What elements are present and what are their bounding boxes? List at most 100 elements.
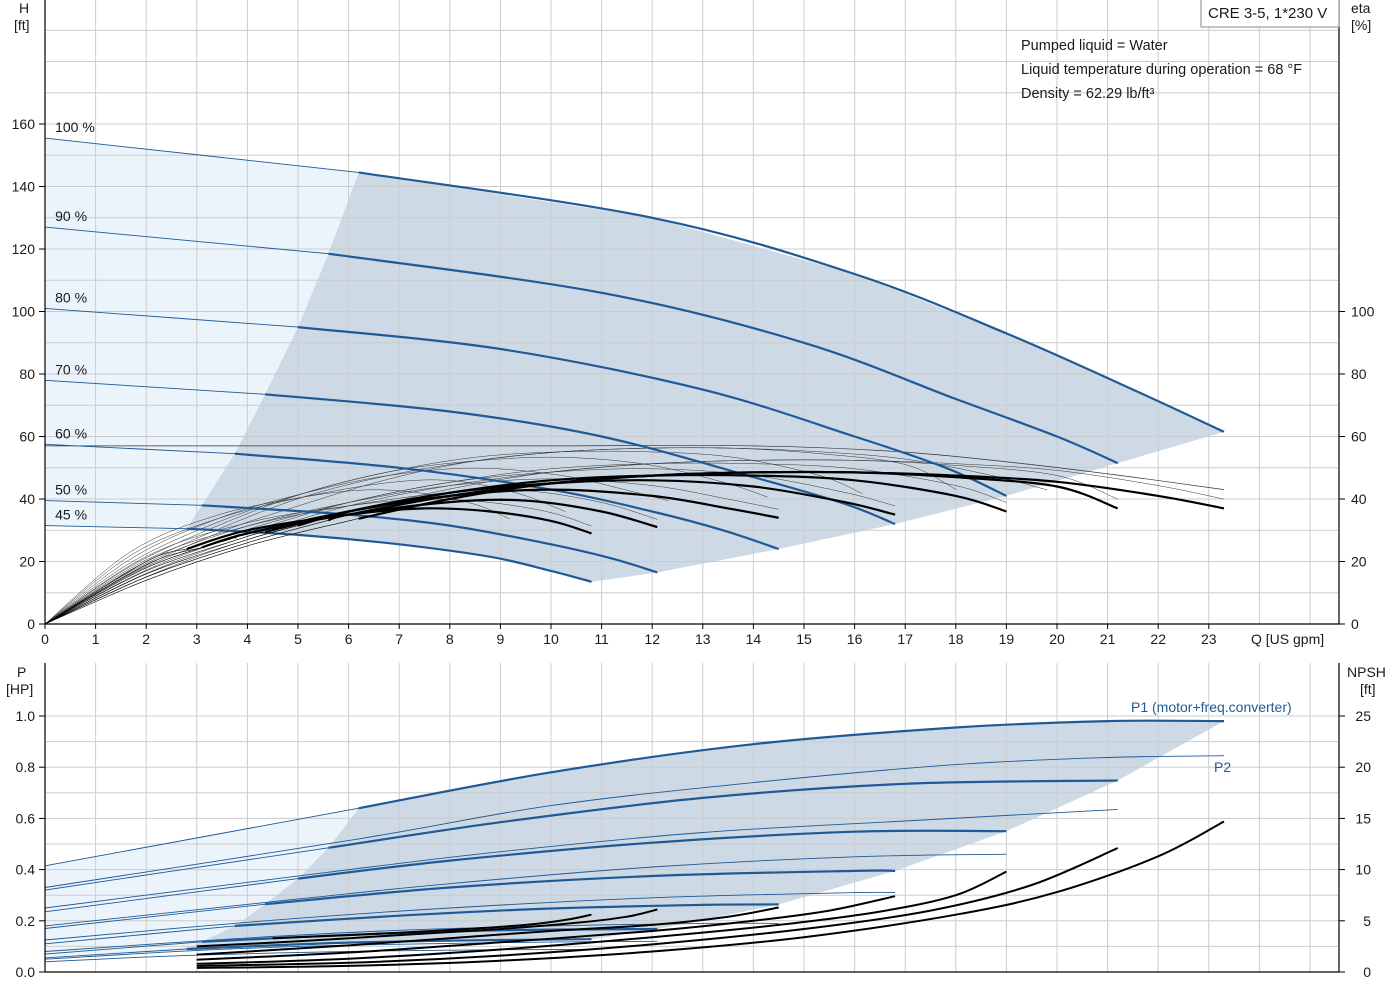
x-tick-label: 6 xyxy=(345,631,353,647)
y-tick-label: 160 xyxy=(12,116,36,132)
p-y-tick-label: 1.0 xyxy=(16,708,36,724)
y-tick-label: 120 xyxy=(12,241,36,257)
eta-curve-thin-0 xyxy=(44,548,187,625)
p2-curve-3 xyxy=(44,891,896,941)
speed-label-2: 80 % xyxy=(55,289,87,305)
p1-curve-thin-1 xyxy=(44,847,329,891)
info-liquid: Pumped liquid = Water xyxy=(1021,38,1168,54)
y-tick-label: 100 xyxy=(12,304,36,320)
p-y-tick-label: 0.6 xyxy=(16,810,36,826)
x-tick-label: 0 xyxy=(41,631,49,647)
x-tick-label: 10 xyxy=(543,631,559,647)
p2-curve-0 xyxy=(44,755,1225,888)
npsh-curve-3 xyxy=(196,895,896,961)
y-tick-label: 140 xyxy=(12,179,36,195)
p1-curve-thin-5 xyxy=(44,941,202,955)
head-curve-2 xyxy=(297,326,1007,497)
operating-areas xyxy=(45,138,1224,958)
npsh-tick-label: 15 xyxy=(1355,810,1371,826)
npsh-tick-label: 0 xyxy=(1363,964,1371,980)
p1-series-label: P1 (motor+freq.converter) xyxy=(1131,699,1292,715)
head-curve-0 xyxy=(358,171,1225,433)
npsh-tick-label: 5 xyxy=(1363,913,1371,929)
eta-curve-thin-6 xyxy=(44,517,361,625)
x-tick-label: 1 xyxy=(92,631,100,647)
p-y-tick-label: 0.2 xyxy=(16,913,36,929)
labels: 0 1 2 3 4 5 6 7 8 9 10 11 12 13 14 15 16 17 18 19 20 21 22 2302… xyxy=(12,116,1375,980)
x-tick-label: 17 xyxy=(897,631,913,647)
head-curve-thin-6 xyxy=(44,525,187,530)
p1-curve-thin-0 xyxy=(44,807,359,867)
head-curve-thin-4 xyxy=(44,443,235,455)
info-density: Density = 62.29 lb/ft³ xyxy=(1021,86,1155,102)
npsh-curve-4 xyxy=(196,906,779,956)
p-y-tick-label: 0.8 xyxy=(16,759,36,775)
npsh-curve-5 xyxy=(196,908,658,948)
eta-curve-thin-5 xyxy=(44,520,329,625)
head-curve-thin-0 xyxy=(44,137,359,173)
p1-curve-thin-2 xyxy=(44,878,299,913)
x-tick-label: 23 xyxy=(1201,631,1217,647)
head-curve-4 xyxy=(234,452,780,551)
x-tick-label: 12 xyxy=(644,631,660,647)
x-tick-label: 11 xyxy=(594,631,609,647)
head-curve-thin-3 xyxy=(44,379,266,395)
x-tick-label: 14 xyxy=(746,631,762,647)
y-axis-unit-head: [ft] xyxy=(14,17,30,33)
p1-curve-2 xyxy=(297,829,1007,880)
npsh-tick-label: 20 xyxy=(1355,759,1371,775)
npsh-curve-6 xyxy=(272,913,592,940)
y2-tick-label: 20 xyxy=(1351,554,1367,570)
y2-axis-unit-npsh: [ft] xyxy=(1360,681,1376,697)
eta-bep-envelope xyxy=(45,445,1225,490)
y2-axis-label-eta: eta xyxy=(1351,0,1371,16)
p1-curve-thin-4 xyxy=(44,925,235,945)
info-temperature: Liquid temperature during operation = 68… xyxy=(1021,62,1302,78)
head-curve-1 xyxy=(328,252,1119,465)
y-tick-label: 40 xyxy=(19,491,35,507)
eta-thin-curve-b-4 xyxy=(44,450,863,625)
head-curve-thin-2 xyxy=(44,307,299,328)
x-tick-label: 15 xyxy=(796,631,812,647)
npsh-tick-label: 10 xyxy=(1355,862,1371,878)
y-tick-label: 20 xyxy=(19,554,35,570)
title-box xyxy=(1200,0,1340,28)
head-curve-5 xyxy=(201,504,658,574)
x-tick-label: 18 xyxy=(948,631,964,647)
axes xyxy=(39,0,1345,973)
y2-tick-label: 60 xyxy=(1351,429,1367,445)
p2-curve-2 xyxy=(44,853,1007,927)
x-tick-label: 2 xyxy=(142,631,150,647)
chart-title: CRE 3-5, 1*230 V xyxy=(1208,5,1327,22)
npsh-curve-0 xyxy=(196,820,1225,969)
p2-curve-1 xyxy=(44,808,1118,909)
x-tick-label: 20 xyxy=(1049,631,1065,647)
y-tick-label: 80 xyxy=(19,366,35,382)
head-curve-6 xyxy=(186,527,592,583)
x-tick-label: 8 xyxy=(446,631,454,647)
eta-thin-curve-b-6 xyxy=(44,447,1048,625)
eta-thin-curve-b-3 xyxy=(44,456,768,625)
x-tick-label: 9 xyxy=(497,631,505,647)
speed-label-1: 90 % xyxy=(55,208,87,224)
x-tick-label: 19 xyxy=(999,631,1015,647)
npsh-tick-label: 25 xyxy=(1355,708,1371,724)
p1-curve-3 xyxy=(265,869,896,906)
head-curve-thin-1 xyxy=(44,226,329,255)
p2-curve-6 xyxy=(44,949,592,963)
x-axis-label: Q [US gpm] xyxy=(1251,631,1324,647)
y2-axis-unit-eta: [%] xyxy=(1351,17,1371,33)
p1-curve-thin-3 xyxy=(44,903,266,929)
eta-curve-6 xyxy=(358,470,1225,520)
p1-curve-0 xyxy=(358,719,1225,810)
y-axis-label-head: H xyxy=(19,0,29,16)
x-tick-label: 13 xyxy=(695,631,711,647)
speed-label-0: 100 % xyxy=(55,119,95,135)
x-tick-label: 22 xyxy=(1150,631,1166,647)
speed-label-3: 70 % xyxy=(55,361,87,377)
head-curve-3 xyxy=(264,393,896,526)
speed-label-4: 60 % xyxy=(55,425,87,441)
curves xyxy=(44,137,1225,969)
